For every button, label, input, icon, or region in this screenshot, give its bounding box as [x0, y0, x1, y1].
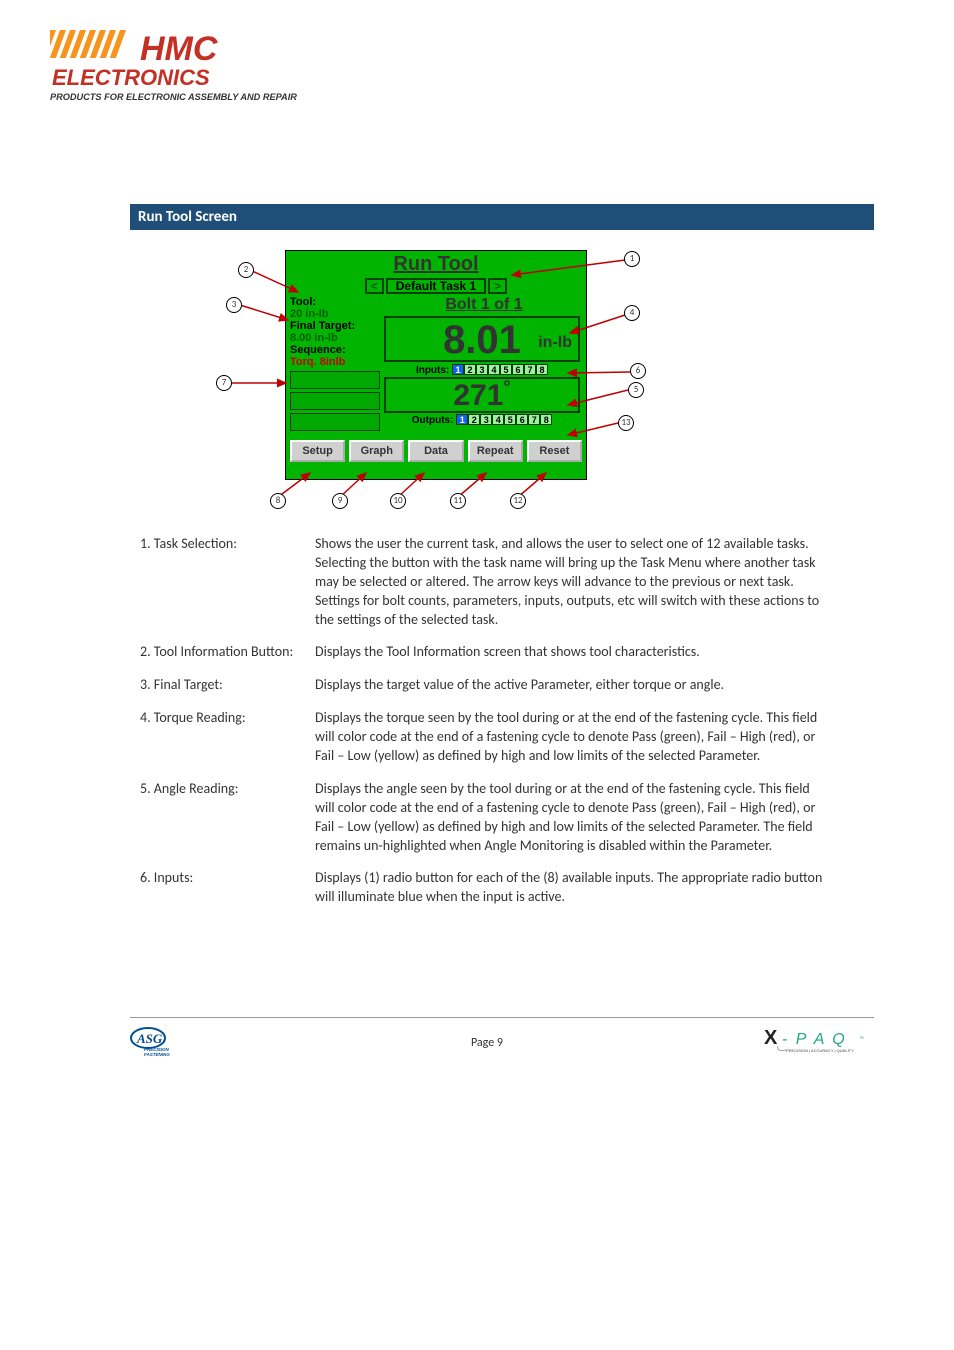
- description-label: 5. Angle Reading:: [140, 780, 315, 856]
- outputs-row: Outputs: 12345678: [384, 414, 580, 426]
- callout-12: 12: [510, 493, 526, 509]
- outputs-label: Outputs:: [412, 415, 454, 426]
- svg-text:PRECISION | ACCURACY | QUALITY: PRECISION | ACCURACY | QUALITY: [786, 1048, 854, 1053]
- angle-value: 271: [453, 379, 503, 412]
- sequence-value: Torq. 8inlb: [290, 356, 380, 368]
- torque-reading: 8.01 in-lb: [384, 316, 580, 362]
- input-indicator-2: 2: [464, 364, 476, 375]
- input-indicator-5: 5: [500, 364, 512, 375]
- repeat-button[interactable]: Repeat: [468, 440, 523, 462]
- output-indicator-1: 1: [456, 414, 468, 425]
- inputs-row: Inputs: 12345678: [384, 364, 580, 376]
- callout-1: 1: [624, 251, 640, 267]
- data-button[interactable]: Data: [408, 440, 463, 462]
- callout-9: 9: [332, 493, 348, 509]
- input-indicator-7: 7: [524, 364, 536, 375]
- callout-13: 13: [618, 415, 634, 431]
- setup-button[interactable]: Setup: [290, 440, 345, 462]
- callout-4: 4: [624, 305, 640, 321]
- footer-left-logo: ASG PRECISION FASTENING: [130, 1026, 210, 1060]
- svg-text:X: X: [764, 1027, 778, 1049]
- tool-info-panel[interactable]: Tool: 20 in-lb Final Target: 8.00 in-lb …: [286, 294, 382, 436]
- footer-right-logo: X - P A Q ™ PRECISION | ACCURACY | QUALI…: [764, 1026, 874, 1060]
- final-target-value: 8.00 in-lb: [290, 332, 380, 344]
- callout-6: 6: [630, 363, 646, 379]
- svg-text:PRODUCTS FOR ELECTRONIC ASSEMB: PRODUCTS FOR ELECTRONIC ASSEMBLY AND REP…: [50, 92, 297, 102]
- task-next-button[interactable]: >: [488, 278, 507, 294]
- run-tool-screen: Run Tool < Default Task 1 > Tool: 20 in-…: [285, 250, 587, 480]
- description-label: 4. Torque Reading:: [140, 709, 315, 766]
- description-text: Displays the torque seen by the tool dur…: [315, 709, 824, 766]
- description-row: 3. Final Target:Displays the target valu…: [140, 676, 824, 695]
- callout-7: 7: [216, 375, 232, 391]
- page-header: HMC ELECTRONICS PRODUCTS FOR ELECTRONIC …: [50, 30, 904, 114]
- bottom-button-row: Setup Graph Data Repeat Reset: [286, 436, 586, 466]
- output-indicator-8: 8: [540, 414, 552, 425]
- description-label: 6. Inputs:: [140, 869, 315, 907]
- final-target-label: Final Target:: [290, 320, 380, 332]
- task-name-button[interactable]: Default Task 1: [386, 278, 486, 294]
- callout-10: 10: [390, 493, 406, 509]
- input-indicator-1: 1: [452, 364, 464, 375]
- tool-value: 20 in-lb: [290, 308, 380, 320]
- angle-unit: °: [503, 377, 510, 397]
- input-indicator-3: 3: [476, 364, 488, 375]
- screen-title: Run Tool: [286, 251, 586, 276]
- output-indicator-7: 7: [528, 414, 540, 425]
- callout-3: 3: [226, 297, 242, 313]
- task-prev-button[interactable]: <: [365, 278, 384, 294]
- reset-button[interactable]: Reset: [527, 440, 582, 462]
- inputs-label: Inputs:: [416, 365, 449, 376]
- svg-text:™: ™: [859, 1036, 864, 1042]
- output-indicator-4: 4: [492, 414, 504, 425]
- description-text: Displays (1) radio button for each of th…: [315, 869, 824, 907]
- description-label: 1. Task Selection:: [140, 535, 315, 629]
- bolt-counter: Bolt 1 of 1: [382, 296, 586, 314]
- mini-slot-2: [290, 392, 380, 410]
- svg-text:- P A Q: - P A Q: [782, 1031, 847, 1048]
- hmc-logo: HMC ELECTRONICS PRODUCTS FOR ELECTRONIC …: [50, 30, 360, 110]
- page-number: Page 9: [210, 1036, 764, 1050]
- description-row: 1. Task Selection:Shows the user the cur…: [140, 535, 824, 629]
- tool-label: Tool:: [290, 296, 380, 308]
- mini-slot-1: [290, 371, 380, 389]
- callout-11: 11: [450, 493, 466, 509]
- callout-2: 2: [238, 262, 254, 278]
- section-title: Run Tool Screen: [130, 204, 874, 230]
- description-list: 1. Task Selection:Shows the user the cur…: [140, 535, 824, 907]
- graph-button[interactable]: Graph: [349, 440, 404, 462]
- svg-text:FASTENING: FASTENING: [144, 1052, 170, 1056]
- torque-value: 8.01: [443, 318, 521, 362]
- callout-8: 8: [270, 493, 286, 509]
- description-label: 3. Final Target:: [140, 676, 315, 695]
- description-row: 4. Torque Reading:Displays the torque se…: [140, 709, 824, 766]
- svg-text:ASG: ASG: [136, 1031, 163, 1046]
- output-indicator-5: 5: [504, 414, 516, 425]
- svg-text:HMC: HMC: [140, 30, 218, 68]
- screenshot-region: Run Tool < Default Task 1 > Tool: 20 in-…: [130, 245, 730, 515]
- output-indicator-2: 2: [468, 414, 480, 425]
- torque-unit: in-lb: [538, 334, 572, 352]
- description-label: 2. Tool Information Button:: [140, 643, 315, 662]
- mini-slot-3: [290, 413, 380, 431]
- task-selector: < Default Task 1 >: [286, 278, 586, 294]
- description-row: 5. Angle Reading:Displays the angle seen…: [140, 780, 824, 856]
- sequence-label: Sequence:: [290, 344, 380, 356]
- description-row: 6. Inputs:Displays (1) radio button for …: [140, 869, 824, 907]
- description-row: 2. Tool Information Button:Displays the …: [140, 643, 824, 662]
- angle-reading: 271°: [384, 377, 580, 413]
- description-text: Displays the angle seen by the tool duri…: [315, 780, 824, 856]
- description-text: Displays the Tool Information screen tha…: [315, 643, 824, 662]
- input-indicator-8: 8: [536, 364, 548, 375]
- description-text: Displays the target value of the active …: [315, 676, 824, 695]
- output-indicator-3: 3: [480, 414, 492, 425]
- output-indicator-6: 6: [516, 414, 528, 425]
- svg-text:ELECTRONICS: ELECTRONICS: [52, 65, 210, 90]
- page-footer: ASG PRECISION FASTENING Page 9 X - P A Q…: [130, 1017, 874, 1060]
- callout-5: 5: [628, 382, 644, 398]
- description-text: Shows the user the current task, and all…: [315, 535, 824, 629]
- input-indicator-4: 4: [488, 364, 500, 375]
- input-indicator-6: 6: [512, 364, 524, 375]
